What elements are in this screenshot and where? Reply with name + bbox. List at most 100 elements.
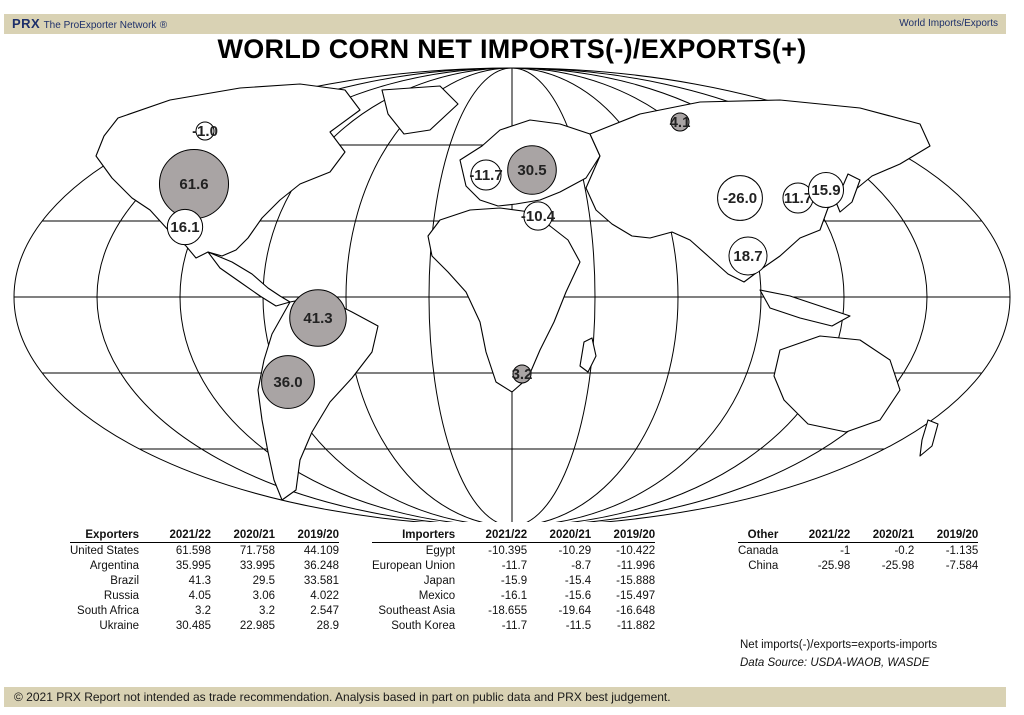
table-row: Mexico -16.1 -15.6 -15.497 <box>372 588 655 603</box>
value-cell: -11.882 <box>616 619 656 632</box>
other-table: Other 2021/22 2020/21 2019/20 Canada -1 -0.2 -… <box>738 528 979 573</box>
value-cell: 35.995 <box>175 559 212 572</box>
table-row: Canada -1 -0.2 -1.135 <box>738 543 978 559</box>
bubble-ukraine <box>507 145 557 195</box>
table-header-year: 2019/20 <box>591 528 656 543</box>
bubble-label: 15.9 <box>811 182 840 199</box>
bubble-label: 30.5 <box>517 162 546 179</box>
value-cell: -11.5 <box>565 619 592 632</box>
country-name: Southeast Asia <box>378 604 456 617</box>
value-cell: -15.6 <box>564 589 592 602</box>
value-cell: -11.996 <box>616 559 656 572</box>
value-cell: -1.135 <box>945 544 979 557</box>
value-cell: -11.7 <box>501 559 528 572</box>
table-row: European Union -11.7 -8.7 -11.996 <box>372 558 655 573</box>
africa-outline <box>427 207 581 393</box>
registered-mark: ® <box>159 20 168 31</box>
bubble-label: 11.7 <box>784 190 812 207</box>
value-cell: -16.648 <box>616 604 656 617</box>
bubble-label: 16.1 <box>170 219 199 236</box>
bubble-label: 18.7 <box>733 248 762 265</box>
brand: PRX The ProExporter Network ® <box>12 16 167 31</box>
table-row: Ukraine 30.485 22.985 28.9 <box>70 618 339 633</box>
value-cell: 22.985 <box>239 619 276 632</box>
value-cell: -18.655 <box>488 604 528 617</box>
value-cell: 33.995 <box>239 559 276 572</box>
value-cell: 36.248 <box>303 559 340 572</box>
header-right-label: World Imports/Exports <box>899 18 998 29</box>
value-cell: 71.758 <box>239 544 276 557</box>
bubble-egypt <box>523 201 553 231</box>
country-name: Mexico <box>418 589 456 602</box>
australia-outline <box>773 335 901 433</box>
south-america-outline <box>257 295 379 501</box>
table-header-year: 2021/22 <box>790 528 851 543</box>
bubble-label: 61.6 <box>179 176 208 193</box>
country-name: United States <box>70 544 140 557</box>
table-header-year: 2019/20 <box>275 528 340 543</box>
value-cell: -0.2 <box>894 544 915 557</box>
table-header-year: 2020/21 <box>211 528 276 543</box>
bubble-southeast-asia <box>728 236 768 276</box>
landmasses <box>95 83 939 501</box>
value-cell: 33.581 <box>303 574 340 587</box>
table-header-year: 2019/20 <box>914 528 979 543</box>
value-cell: -10.395 <box>488 544 528 557</box>
country-name: South Korea <box>391 619 456 632</box>
table-row: Egypt -10.395 -10.29 -10.422 <box>372 543 655 559</box>
value-cell: 3.06 <box>252 589 276 602</box>
country-name: European Union <box>372 559 456 572</box>
world-map: -1.0 61.6 16.1 41.3 36.0 -11.7 30.5 -10.4 3.2 4.1… <box>13 67 1011 522</box>
country-name: China <box>748 559 779 572</box>
bubble-china <box>717 175 763 221</box>
value-cell: -7.584 <box>945 559 979 572</box>
bubble-label: 3.2 <box>512 366 533 383</box>
table-header-year: 2020/21 <box>527 528 592 543</box>
value-cell: -15.9 <box>500 574 528 587</box>
net-formula-note: Net imports(-)/exports=exports-imports <box>740 639 938 651</box>
country-name: Ukraine <box>99 619 140 632</box>
country-name: Japan <box>423 574 456 587</box>
bubble-label: 41.3 <box>303 310 332 327</box>
table-row: United States 61.598 71.758 44.109 <box>70 543 339 559</box>
value-cell: 28.9 <box>316 619 340 632</box>
brand-logo: PRX <box>12 16 41 31</box>
bubble-label: -11.7 <box>469 167 502 184</box>
country-name: Egypt <box>425 544 456 557</box>
value-cell: 41.3 <box>188 574 212 587</box>
header-bar: PRX The ProExporter Network ® World Impo… <box>4 14 1006 34</box>
value-cell: -8.7 <box>571 559 592 572</box>
value-cell: 30.485 <box>175 619 212 632</box>
country-name: Canada <box>738 544 779 557</box>
bubble-argentina <box>261 355 315 409</box>
exporters-table: Exporters 2021/22 2020/21 2019/20 United St… <box>70 528 340 633</box>
bubble-russia <box>670 112 690 132</box>
central-america-outline <box>207 251 291 307</box>
bubble-canada <box>195 121 215 141</box>
bubble-european-union <box>470 159 502 191</box>
table-header-name: Exporters <box>70 528 152 543</box>
table-row: Russia 4.05 3.06 4.022 <box>70 588 339 603</box>
madagascar-outline <box>579 337 597 373</box>
bubble-label: -10.4 <box>521 208 556 225</box>
bubble-label: 4.1 <box>670 114 691 131</box>
bubble-label: -26.0 <box>723 190 757 207</box>
value-cell: 3.2 <box>195 604 212 617</box>
value-cell: 61.598 <box>175 544 212 557</box>
value-cell: 4.05 <box>188 589 212 602</box>
value-cell: -25.98 <box>881 559 915 572</box>
value-cell: 29.5 <box>252 574 276 587</box>
brand-network: The ProExporter Network <box>43 20 157 31</box>
table-row: Southeast Asia -18.655 -19.64 -16.648 <box>372 603 655 618</box>
country-name: South Africa <box>77 604 140 617</box>
table-header-year: 2021/22 <box>467 528 528 543</box>
bubble-label: -1.0 <box>192 123 218 140</box>
greenland-outline <box>381 85 459 135</box>
bubble-label: 36.0 <box>273 374 302 391</box>
table-row: South Korea -11.7 -11.5 -11.882 <box>372 618 655 633</box>
value-cell: -10.422 <box>616 544 656 557</box>
country-name: Brazil <box>110 574 140 587</box>
table-row: South Africa 3.2 3.2 2.547 <box>70 603 339 618</box>
value-cell: -1 <box>840 544 851 557</box>
table-header-year: 2020/21 <box>850 528 915 543</box>
